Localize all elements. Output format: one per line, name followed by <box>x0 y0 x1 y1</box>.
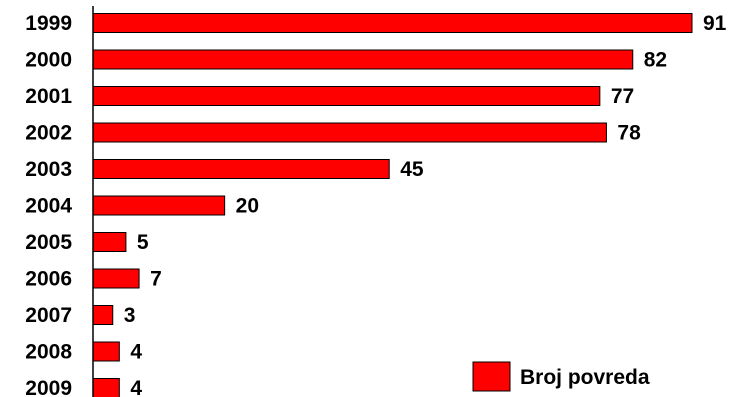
category-label-1999: 1999 <box>25 12 72 35</box>
value-labels: 91 82 77 78 45 20 573 4 4 <box>124 12 727 397</box>
category-labels: 1999 2000 2001 2002 2003 2004 2005 2006 2007 2008… <box>25 12 72 397</box>
legend-label: Broj povreda <box>520 366 650 389</box>
category-label-2003: 2003 <box>25 158 72 181</box>
category-label-2000: 2000 <box>25 49 72 72</box>
value-label-2000: 82 <box>644 49 667 72</box>
legend: Broj povreda <box>472 361 650 392</box>
bar-2002 <box>92 122 607 143</box>
category-label-2004: 2004 <box>25 195 72 218</box>
value-label-2007: 3 <box>124 304 136 327</box>
category-label-2002: 2002 <box>25 122 72 145</box>
bar-2004 <box>92 195 226 216</box>
category-label-2006: 2006 <box>25 268 72 291</box>
value-label-2004: 20 <box>236 195 259 218</box>
value-label-2003: 45 <box>400 158 424 181</box>
value-label-2005: 5 <box>137 231 149 254</box>
category-label-2005: 2005 <box>25 231 72 254</box>
bar-2007 <box>92 305 114 325</box>
value-label-2009: 4 <box>130 377 142 397</box>
category-label-2008: 2008 <box>25 341 72 364</box>
value-label-2002: 78 <box>617 122 641 145</box>
value-label-2001: 77 <box>611 85 634 108</box>
category-label-2007: 2007 <box>25 304 72 327</box>
bars-layer <box>92 13 693 397</box>
legend-swatch <box>472 361 511 392</box>
bar-2000 <box>92 49 634 70</box>
bar-2001 <box>92 86 601 106</box>
category-label-2001: 2001 <box>25 85 72 108</box>
bar-2008 <box>92 341 120 362</box>
value-label-1999: 91 <box>703 12 727 35</box>
bar-2009 <box>92 378 120 397</box>
bar-2005 <box>92 232 127 252</box>
bar-1999 <box>92 13 693 33</box>
value-label-2008: 4 <box>130 341 142 364</box>
category-label-2009: 2009 <box>25 377 72 397</box>
bar-2006 <box>92 268 140 289</box>
bar-2003 <box>92 159 390 179</box>
value-label-2006: 7 <box>150 268 162 291</box>
